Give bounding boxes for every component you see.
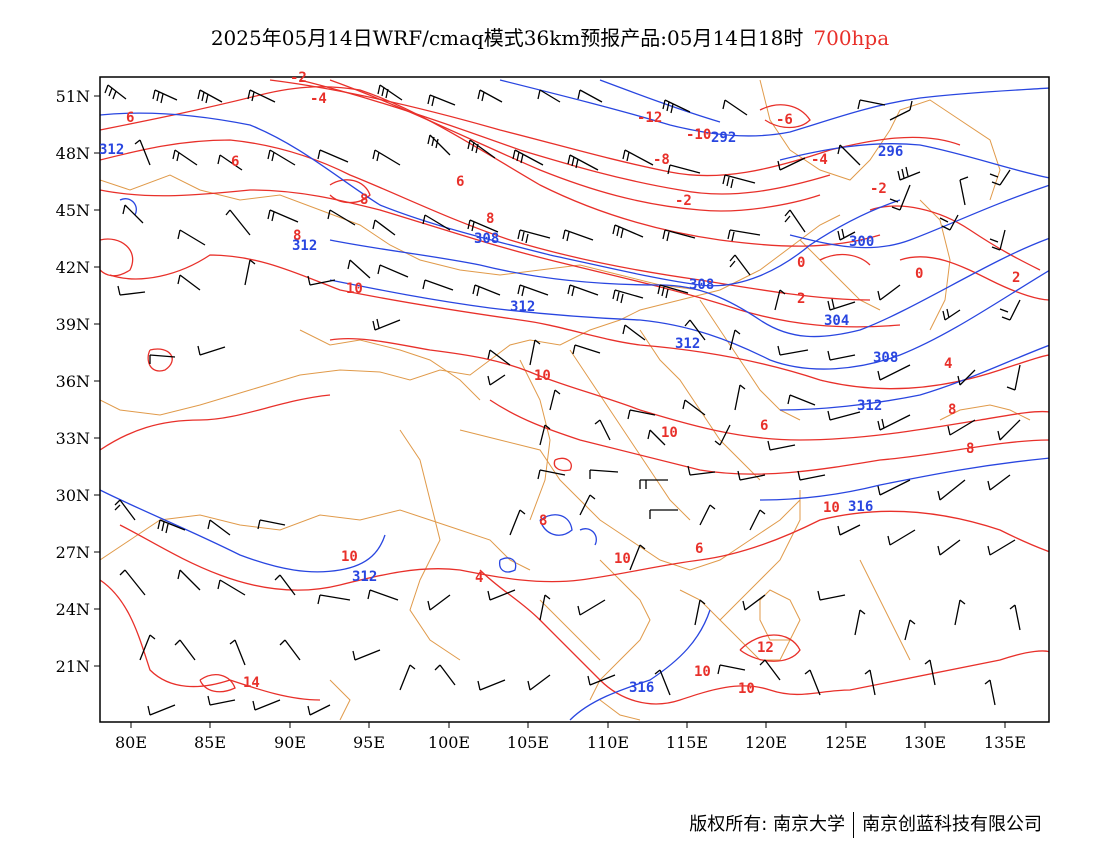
axis-ticks (94, 95, 1006, 728)
x-axis-labels: 80E 85E 90E 95E 100E 105E 110E 115E 120E… (115, 733, 1026, 752)
y-tick-label: 45N (56, 201, 90, 220)
height-label: 296 (878, 144, 903, 160)
height-label: 312 (99, 142, 124, 158)
temperature-label: 10 (341, 549, 358, 565)
y-tick-label: 42N (56, 258, 90, 277)
height-label: 308 (689, 277, 714, 293)
temperature-label: -8 (653, 152, 670, 168)
x-tick-label: 120E (745, 733, 787, 752)
temperature-label: 6 (126, 110, 134, 126)
height-labels: 312 312 308 312 292 296 300 304 308 312 … (99, 130, 903, 696)
title-main: 2025年05月14日WRF/cmaq模式36km预报产品:05月14日18时 (210, 26, 804, 50)
x-tick-label: 110E (587, 733, 629, 752)
y-tick-label: 51N (56, 87, 90, 106)
height-contours (100, 79, 1049, 721)
y-axis-labels: 51N 48N 45N 42N 39N 36N 33N 30N 27N 24N … (56, 87, 90, 676)
x-tick-label: 100E (428, 733, 470, 752)
x-tick-label: 95E (353, 733, 385, 752)
x-tick-label: 125E (825, 733, 867, 752)
x-tick-label: 130E (904, 733, 946, 752)
temperature-label: 0 (915, 266, 923, 282)
height-label: 300 (849, 234, 874, 250)
x-tick-label: 115E (666, 733, 708, 752)
height-label: 316 (848, 499, 873, 515)
temperature-label: 8 (948, 402, 956, 418)
x-tick-label: 90E (274, 733, 306, 752)
temperature-contours (100, 79, 1049, 705)
temperature-label: 2 (797, 291, 805, 307)
temperature-label: 10 (534, 368, 551, 384)
temperature-label: 14 (243, 675, 260, 691)
y-tick-label: 39N (56, 315, 90, 334)
y-tick-label: 48N (56, 144, 90, 163)
y-tick-label: 24N (56, 600, 90, 619)
temperature-label: 10 (694, 664, 711, 680)
temperature-label: 6 (456, 174, 464, 190)
company-name: 南京创蓝科技有限公司 (862, 814, 1042, 835)
temperature-label: 10 (614, 551, 631, 567)
height-label: 312 (675, 336, 700, 352)
temperature-label: -10 (686, 127, 711, 143)
y-tick-label: 33N (56, 429, 90, 448)
x-tick-label: 105E (507, 733, 549, 752)
y-tick-label: 30N (56, 486, 90, 505)
temperature-label: 8 (293, 228, 301, 244)
temperature-label: 10 (823, 500, 840, 516)
height-label: 316 (629, 680, 654, 696)
height-label: 312 (510, 299, 535, 315)
temperature-label: -6 (776, 112, 793, 128)
temperature-label: -4 (811, 152, 828, 168)
height-label: 312 (352, 569, 377, 585)
x-tick-label: 80E (115, 733, 147, 752)
temperature-label: 10 (661, 425, 678, 441)
temperature-label: 6 (760, 418, 768, 434)
temperature-label: 4 (475, 570, 483, 586)
temperature-label: 8 (360, 192, 368, 208)
height-label: 292 (711, 130, 736, 146)
chart-title: 2025年05月14日WRF/cmaq模式36km预报产品:05月14日18时 7… (0, 22, 1100, 51)
wind-barbs (104, 84, 1021, 716)
height-label: 312 (292, 238, 317, 254)
temperature-label: -12 (637, 110, 662, 126)
temperature-label: -2 (290, 70, 307, 86)
temperature-label: 0 (797, 255, 805, 271)
plot-frame (99, 76, 1050, 723)
temperature-label: 6 (231, 154, 239, 170)
temperature-label: -2 (870, 181, 887, 197)
y-tick-label: 36N (56, 372, 90, 391)
temperature-label: 8 (539, 513, 547, 529)
temperature-label: 8 (486, 211, 494, 227)
footer-divider (853, 812, 854, 838)
height-label: 308 (873, 350, 898, 366)
temperature-label: 12 (757, 640, 774, 656)
temperature-label: 6 (695, 541, 703, 557)
footer-credits: 版权所有: 南京大学 南京创蓝科技有限公司 (689, 810, 1042, 838)
height-label: 304 (824, 313, 849, 329)
temperature-labels: -12 -10 -8 -6 -4 -2 -2 0 2 -4 -2 0 2 4 6… (126, 70, 1020, 697)
temperature-label: 8 (966, 441, 974, 457)
pressure-level: 700hpa (813, 26, 890, 50)
y-tick-label: 21N (56, 657, 90, 676)
temperature-label: 10 (346, 281, 363, 297)
y-tick-label: 27N (56, 543, 90, 562)
temperature-label: 2 (1012, 270, 1020, 286)
x-tick-label: 85E (194, 733, 226, 752)
copyright-text: 版权所有: 南京大学 (689, 814, 845, 835)
temperature-label: 10 (738, 681, 755, 697)
temperature-label: -4 (310, 91, 327, 107)
x-tick-label: 135E (984, 733, 1026, 752)
temperature-label: -2 (675, 193, 692, 209)
temperature-label: 4 (944, 356, 952, 372)
height-label: 312 (857, 398, 882, 414)
height-label: 308 (474, 231, 499, 247)
